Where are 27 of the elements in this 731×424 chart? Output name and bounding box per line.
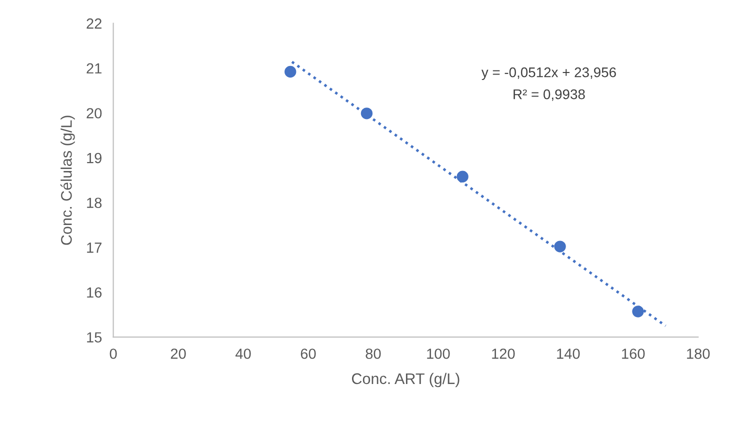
x-tick-label: 180 <box>687 348 710 359</box>
y-tick-label: 20 <box>86 108 102 118</box>
point <box>284 66 296 78</box>
x-tick-label: 20 <box>170 348 186 359</box>
annotation: R² = 0,9938 <box>514 89 585 101</box>
y-tick-label: 17 <box>87 242 102 253</box>
x-tick-label: 160 <box>622 348 645 359</box>
x-axis-title: Conc. ART (g/L) <box>352 372 460 388</box>
y-axis-title: Conc. Células (g/L) <box>60 116 75 245</box>
y-tick-label: 22 <box>86 18 102 29</box>
point <box>554 240 566 252</box>
y-tick-label: 15 <box>87 332 102 343</box>
x-tick-label: 60 <box>300 348 316 359</box>
y-tick-label: 18 <box>87 198 102 208</box>
y-tick-label: 21 <box>86 63 102 74</box>
x-tick-label: 120 <box>492 348 515 359</box>
x-tick-label: 0 <box>110 348 117 359</box>
y-tick-label: 19 <box>87 152 102 164</box>
x-tick-label: 80 <box>366 348 381 359</box>
x-tick-label: 140 <box>557 348 580 359</box>
x-tick-label: 100 <box>427 348 450 359</box>
x-tick-label: 40 <box>235 348 251 359</box>
annotation: y = -0,0512x + 23,956 <box>481 67 616 80</box>
y-tick-label: 16 <box>87 287 102 298</box>
point <box>632 306 644 318</box>
point <box>456 170 468 182</box>
point <box>360 108 373 120</box>
